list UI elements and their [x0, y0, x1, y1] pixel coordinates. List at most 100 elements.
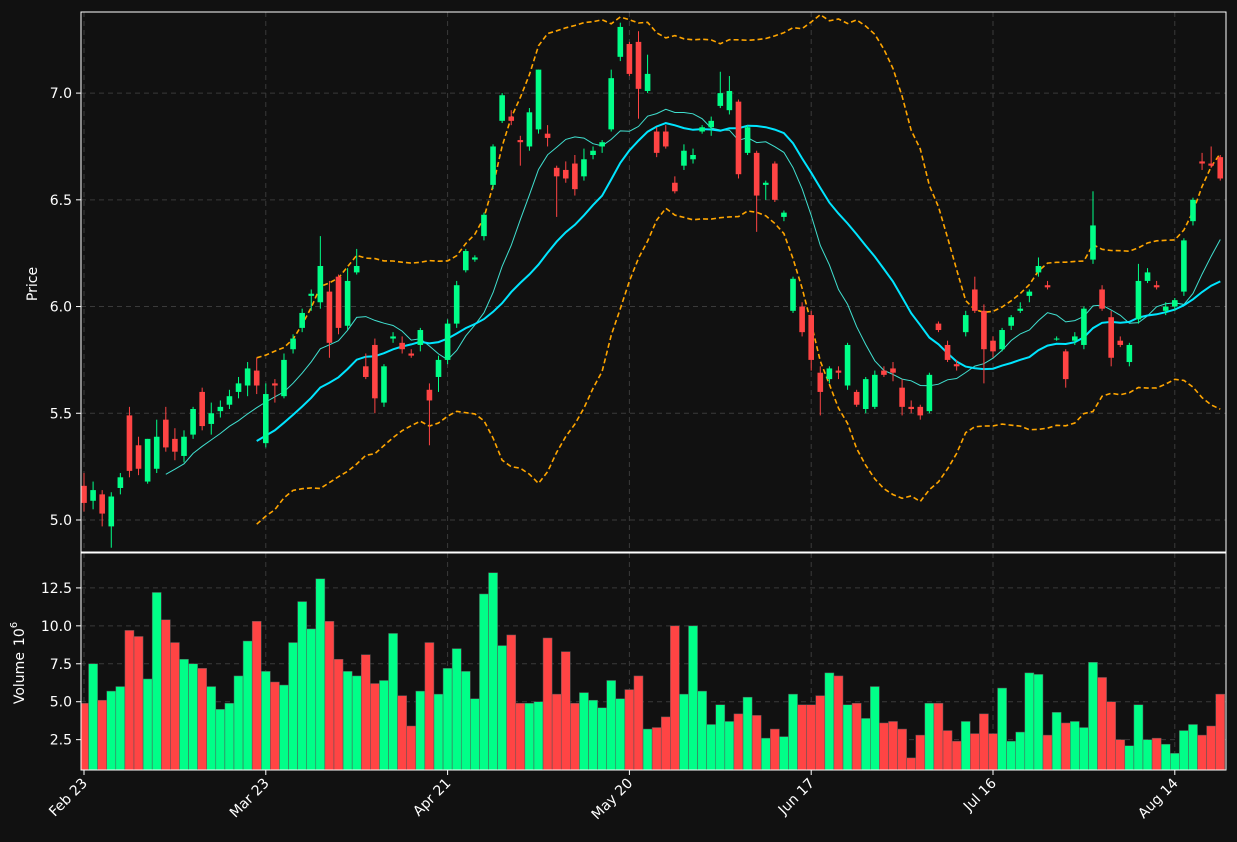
candle-body [572, 163, 578, 190]
candle-body [853, 391, 860, 405]
volume-bar [1160, 743, 1171, 771]
volume-bar [324, 621, 335, 771]
volume-bar [724, 721, 735, 771]
volume-bar [206, 686, 217, 771]
candle-body [799, 306, 805, 333]
candle-body [872, 374, 878, 407]
volume-bar [970, 733, 980, 771]
candle-body [562, 169, 569, 179]
candle-body [335, 276, 342, 328]
volume-bar [424, 642, 435, 771]
candle-body [935, 323, 942, 331]
candle-body [835, 370, 842, 373]
volume-bar [1042, 734, 1053, 771]
volume-bar [606, 680, 617, 771]
candle-body [399, 342, 405, 350]
volume-bar [388, 633, 398, 771]
volume-bar [261, 671, 271, 771]
candle-body [672, 182, 678, 192]
candle-body [990, 340, 996, 352]
price-frame [80, 11, 1227, 553]
volume-bar [1097, 677, 1107, 771]
volume-frame [80, 552, 1227, 771]
price-plot-area [81, 12, 1226, 552]
candle-body [1190, 199, 1196, 222]
volume-bar [270, 681, 280, 771]
volume-bar [197, 668, 207, 771]
candle-body [1172, 300, 1178, 307]
candle-body [353, 265, 360, 273]
volume-panel: 2.5 5.0 7.5 10.0 12.5 [41, 552, 1227, 771]
candle-body [508, 116, 515, 121]
volume-bar [1070, 721, 1080, 771]
candle-body [962, 315, 969, 333]
volume-bar [1106, 701, 1116, 771]
candle-body [1044, 285, 1051, 288]
candle-body [435, 359, 442, 377]
candle-body [372, 344, 378, 399]
volume-tick-label: 12.5 [41, 581, 72, 597]
volume-bar [1024, 672, 1035, 771]
volume-axis-label: Volume 106 [9, 622, 28, 704]
volume-bar [679, 693, 689, 771]
candle-body [1208, 163, 1214, 166]
candle-body [1108, 317, 1114, 358]
candle-body [362, 366, 369, 377]
volume-bar [906, 757, 916, 771]
volume-bar [779, 736, 789, 771]
candle-body [135, 445, 142, 469]
candle-body [626, 44, 633, 74]
candle-body [999, 330, 1005, 350]
candle-body [290, 338, 296, 350]
candle-body [126, 415, 133, 471]
candle-body [817, 372, 824, 392]
candle-body [717, 93, 724, 106]
volume-bar [1015, 731, 1026, 771]
volume-bar [670, 625, 680, 771]
volume-bar [551, 693, 562, 771]
candle-body [972, 289, 978, 311]
candle-body [1062, 351, 1069, 380]
candle-body [299, 312, 305, 328]
volume-bar [451, 648, 462, 771]
volume-bar [760, 737, 771, 771]
volume-bar [515, 702, 526, 771]
volume-bar [979, 713, 989, 771]
candle-body [1199, 161, 1205, 164]
volume-bar [706, 724, 717, 771]
candle-body [1162, 306, 1169, 311]
candle-body [153, 436, 160, 469]
volume-bar [888, 721, 898, 771]
volume-bar [1188, 724, 1198, 771]
candle-body [462, 251, 469, 271]
volume-bar [1151, 737, 1162, 771]
volume-bar [651, 727, 662, 771]
candle-body [99, 494, 105, 514]
candle-body [608, 78, 615, 130]
volume-bar [1170, 753, 1180, 771]
candle-body [117, 477, 124, 488]
volume-bar [870, 686, 880, 771]
volume-bar [560, 651, 571, 771]
volume-bar [1142, 739, 1153, 771]
candle-body [235, 383, 242, 392]
volume-bar [488, 572, 498, 771]
volume-bar [579, 692, 589, 771]
candle-body [244, 368, 251, 386]
volume-tick-label: 10.0 [41, 619, 72, 635]
volume-bar [788, 693, 798, 771]
candle-body [172, 438, 178, 452]
candle-body [517, 140, 524, 143]
candle-body [390, 336, 396, 339]
volume-bar [133, 636, 144, 771]
candle-body [644, 73, 651, 91]
candle-body [526, 112, 533, 147]
volume-bar [460, 671, 471, 771]
volume-bar [479, 593, 489, 771]
candle-body [535, 69, 542, 130]
candle-body [499, 95, 505, 121]
candle-body [635, 41, 642, 89]
candle-body [617, 26, 624, 57]
volume-bar [188, 663, 198, 771]
volume-bar [597, 707, 607, 771]
